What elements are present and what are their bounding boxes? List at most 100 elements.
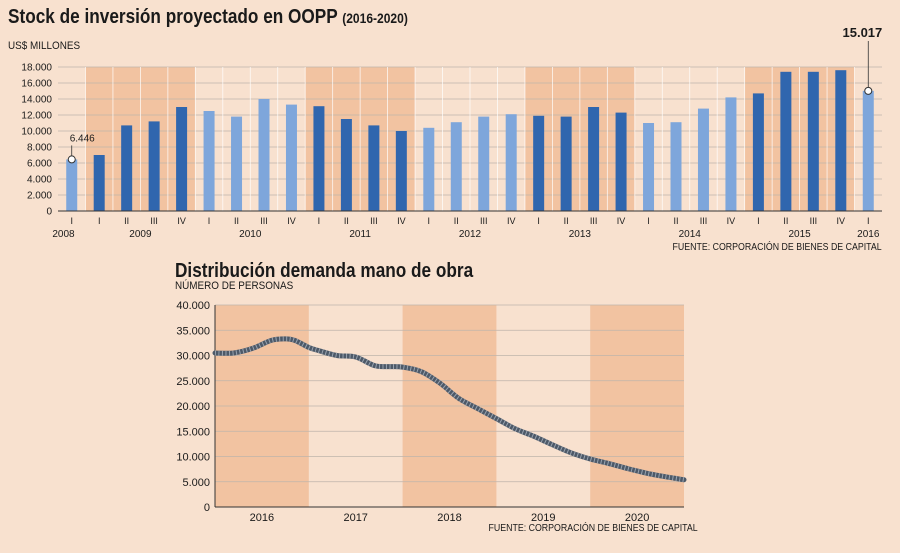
year-label: 2016: [857, 229, 880, 240]
y-tick-label: 10.000: [21, 127, 52, 138]
year-label: 2009: [129, 229, 152, 240]
x-tick-label: II: [454, 216, 459, 226]
year-label: 2008: [52, 229, 75, 240]
x-tick-label: II: [564, 216, 569, 226]
bar: [340, 119, 352, 211]
bar: [862, 90, 874, 211]
x-tick-label: IV: [507, 216, 516, 226]
bar-chart-unit-label: US$ MILLONES: [8, 40, 81, 52]
bar: [478, 116, 490, 211]
x-tick-label: I: [867, 216, 870, 226]
y-tick-label: 40.000: [176, 300, 210, 312]
y-tick-label: 5.000: [182, 477, 210, 489]
y-tick-label: 6.000: [27, 159, 52, 170]
x-tick-label: II: [124, 216, 129, 226]
x-tick-label: I: [98, 216, 101, 226]
x-tick-label: I: [70, 216, 73, 226]
y-tick-label: 14.000: [21, 95, 52, 106]
y-tick-label: 8.000: [27, 143, 52, 154]
bar: [423, 127, 435, 211]
year-label: 2011: [349, 229, 371, 240]
year-label: 2014: [679, 229, 702, 240]
bar: [285, 104, 297, 211]
year-label: 2012: [459, 229, 482, 240]
y-tick-label: 10.000: [176, 452, 210, 464]
bar: [752, 93, 764, 211]
bar: [93, 155, 105, 211]
bar: [450, 122, 462, 211]
x-tick-label: IV: [397, 216, 406, 226]
x-tick-label: 2017: [343, 512, 367, 524]
x-tick-label: II: [673, 216, 678, 226]
bar-chart-title: Stock de inversión proyectado en OOPP (2…: [8, 6, 408, 29]
line-chart-title-text: Distribución demanda mano de obra: [175, 260, 474, 282]
bar: [643, 123, 655, 211]
x-tick-label: II: [783, 216, 788, 226]
bar: [66, 159, 78, 211]
y-tick-label: 4.000: [27, 175, 52, 186]
bar-chart-title-text: Stock de inversión proyectado en OOPP: [8, 6, 338, 28]
x-tick-label: I: [428, 216, 431, 226]
data-label: 15.017: [843, 25, 883, 40]
x-tick-label: I: [537, 216, 540, 226]
bar: [231, 116, 243, 211]
year-label: 2015: [788, 229, 811, 240]
x-tick-label: III: [150, 216, 158, 226]
y-tick-label: 0: [46, 207, 52, 218]
line-chart-source: FUENTE: CORPORACIÓN DE BIENES DE CAPITAL: [488, 523, 698, 534]
y-tick-label: 15.000: [176, 426, 210, 438]
bar: [505, 114, 517, 211]
bar: [313, 106, 325, 211]
y-tick-label: 35.000: [176, 325, 210, 337]
data-marker: [67, 155, 76, 164]
bar: [203, 111, 215, 211]
year-label: 2013: [569, 229, 592, 240]
x-tick-label: 2019: [531, 512, 555, 524]
bar: [176, 107, 188, 211]
series-line-texture: [214, 336, 685, 483]
x-tick-label: IV: [837, 216, 846, 226]
bar: [725, 97, 737, 211]
y-tick-label: 18.000: [21, 63, 52, 74]
bar: [780, 71, 792, 211]
x-tick-label: III: [260, 216, 268, 226]
y-tick-label: 0: [204, 502, 210, 514]
x-tick-label: I: [208, 216, 211, 226]
x-tick-label: III: [810, 216, 818, 226]
x-tick-label: II: [234, 216, 239, 226]
x-tick-label: I: [318, 216, 321, 226]
bar: [835, 70, 847, 211]
x-tick-label: III: [370, 216, 378, 226]
data-label: 6.446: [70, 133, 95, 144]
data-marker: [864, 86, 873, 95]
bar: [588, 107, 600, 211]
bar: [615, 112, 627, 211]
bar: [533, 115, 545, 211]
y-tick-label: 25.000: [176, 376, 210, 388]
x-tick-label: II: [344, 216, 349, 226]
x-tick-label: IV: [617, 216, 626, 226]
bar: [121, 125, 133, 211]
bar: [670, 122, 682, 211]
line-chart-title: Distribución demanda mano de obra: [175, 260, 473, 283]
bar-chart-title-years: (2016-2020): [342, 10, 408, 26]
bar: [368, 125, 380, 211]
bar: [807, 71, 819, 211]
x-tick-label: III: [700, 216, 708, 226]
bar: [148, 121, 160, 211]
x-tick-label: 2016: [250, 512, 274, 524]
x-tick-label: 2020: [625, 512, 649, 524]
line-chart-unit-label: NÚMERO DE PERSONAS: [175, 280, 294, 292]
bar: [697, 108, 709, 211]
x-tick-label: I: [647, 216, 650, 226]
x-tick-label: III: [590, 216, 598, 226]
bar-chart-source: FUENTE: CORPORACIÓN DE BIENES DE CAPITAL: [672, 242, 882, 253]
x-tick-label: IV: [287, 216, 296, 226]
y-tick-label: 12.000: [21, 111, 52, 122]
y-tick-label: 16.000: [21, 79, 52, 90]
bar: [258, 99, 270, 211]
x-tick-label: IV: [177, 216, 186, 226]
bar: [560, 116, 572, 211]
y-tick-label: 20.000: [176, 401, 210, 413]
